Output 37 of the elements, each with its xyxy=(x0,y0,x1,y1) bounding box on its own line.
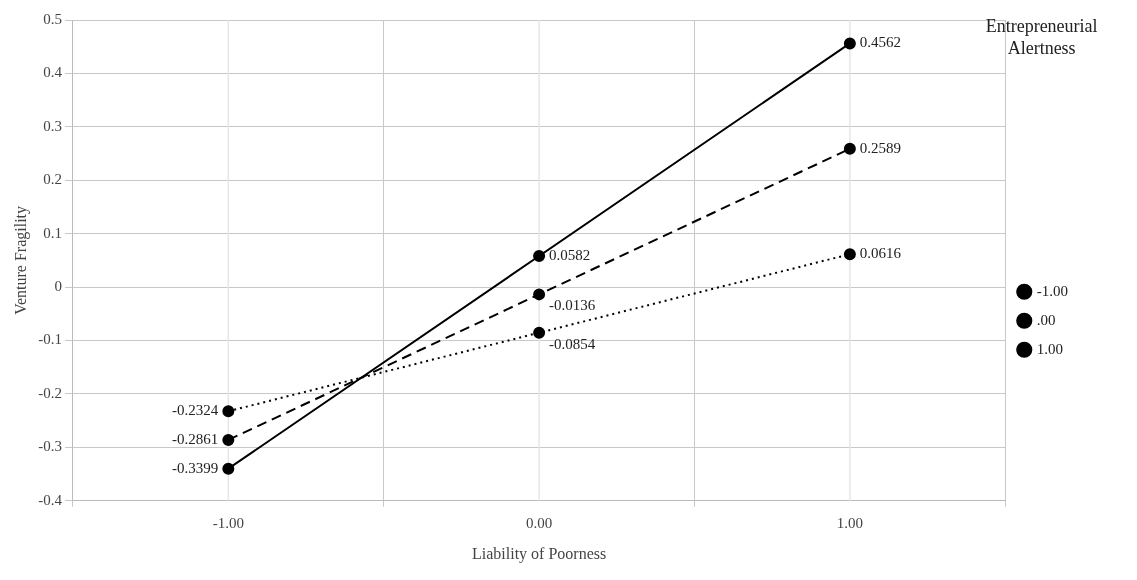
y-tick-label: -0.2 xyxy=(38,384,62,401)
data-label: 0.0616 xyxy=(859,245,902,262)
point xyxy=(843,248,856,261)
x-tick-label: 1.00 xyxy=(836,514,863,531)
legend-label: 1.00 xyxy=(1036,340,1063,357)
point xyxy=(533,250,546,263)
y-tick-label: 0 xyxy=(54,278,62,295)
point xyxy=(222,462,235,475)
point xyxy=(533,326,546,339)
data-label: 0.4562 xyxy=(859,34,902,51)
legend-title: Entrepreneurial Alertness xyxy=(985,15,1098,58)
y-tick-label: 0.1 xyxy=(43,224,62,241)
data-label: -0.0136 xyxy=(549,297,596,314)
data-label: -0.0854 xyxy=(549,335,596,352)
data-label: 0.0582 xyxy=(549,246,591,263)
y-tick-label: 0.4 xyxy=(43,64,63,81)
y-tick-label: 0.5 xyxy=(43,10,62,27)
y-tick-label: 0.3 xyxy=(43,117,62,134)
x-tick-label: -1.00 xyxy=(212,514,244,531)
y-tick-label: -0.3 xyxy=(38,438,62,455)
y-tick-label: -0.4 xyxy=(38,491,63,508)
x-axis-title: Liability of Poorness xyxy=(471,544,607,563)
legend-label: .00 xyxy=(1036,311,1056,328)
y-axis-title: Venture Fragility xyxy=(11,205,30,315)
x-tick-label: 0.00 xyxy=(525,514,553,531)
y-tick-label: 0.2 xyxy=(43,171,62,188)
point xyxy=(222,433,235,446)
data-label: -0.2324 xyxy=(172,402,219,419)
legend-label: -1.00 xyxy=(1036,282,1068,299)
data-label: 0.2589 xyxy=(859,139,902,156)
point xyxy=(533,288,546,301)
y-tick-label: -0.1 xyxy=(38,331,62,348)
point xyxy=(843,142,856,155)
point xyxy=(222,405,235,418)
point xyxy=(843,37,856,50)
data-label: -0.2861 xyxy=(172,430,219,447)
data-label: -0.3399 xyxy=(172,459,219,476)
